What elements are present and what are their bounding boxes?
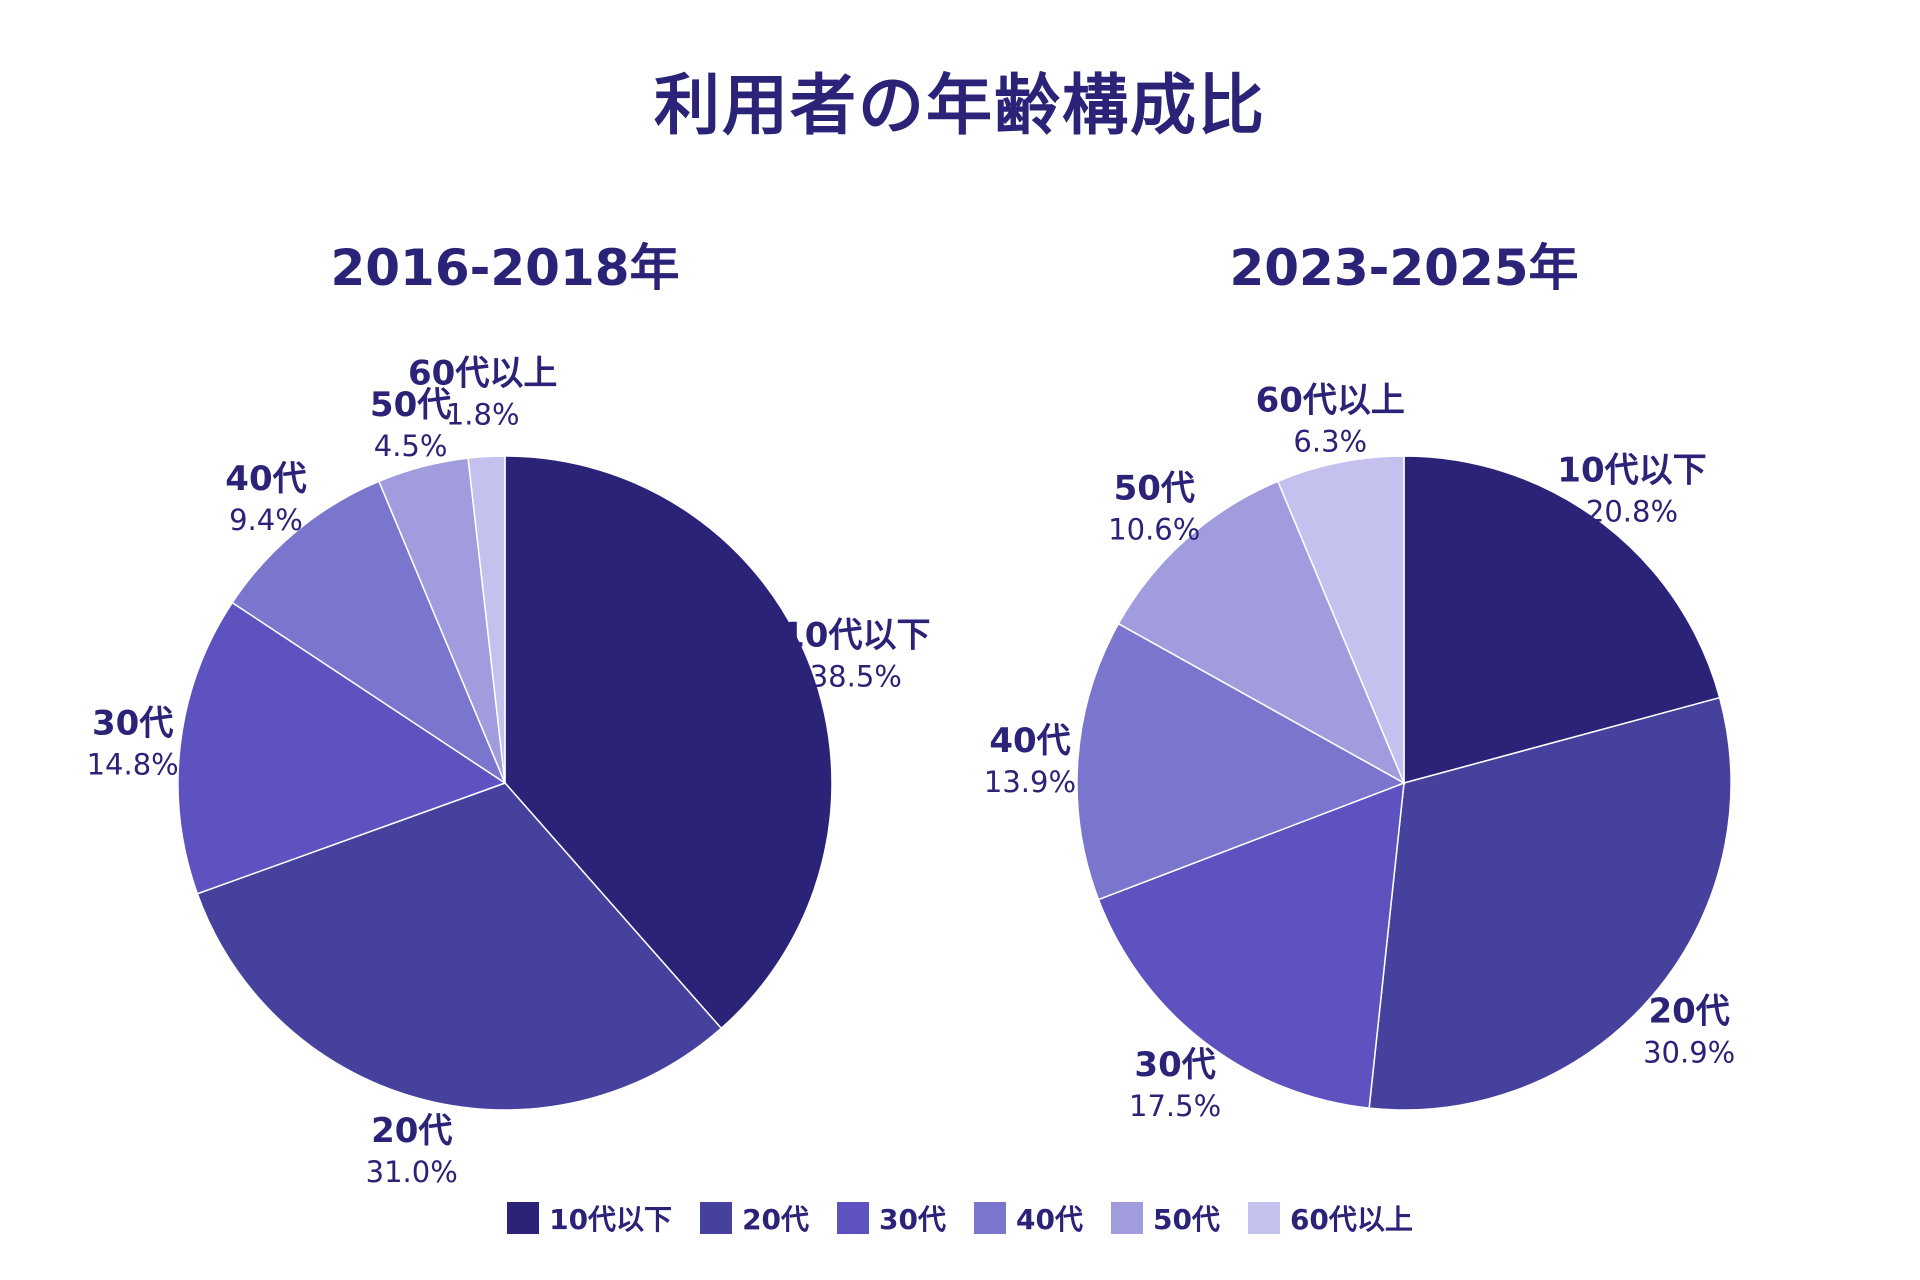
legend-swatch [974,1202,1006,1234]
slice-label: 60代以上 6.3% [1256,380,1405,458]
slice-value-label: 30.9% [1643,1036,1735,1070]
slice-category-label: 20代 [371,1111,452,1151]
pie-chart-1: 2016-2018年 10代以下 38.5% 20代 31.0% 30代 14.8% 40代 9… [87,239,931,1189]
legend: 10代以下 20代 30代 40代 50代 60代以上 [0,1198,1920,1238]
slice-value-label: 4.5% [374,429,448,463]
pie-slice [1097,781,1405,1109]
slice-value-label: 13.9% [984,765,1076,799]
pie-chart-2: 2023-2025年 10代以下 20.8% 20代 30.9% 30代 17.5% 40代 1… [984,239,1735,1123]
slice-category-label: 20代 [1648,992,1729,1032]
legend-swatch [1247,1202,1280,1234]
slice-label: 40代 13.9% [984,721,1076,799]
slice-value-label: 1.8% [446,398,520,432]
slice-category-label: 30代 [1134,1045,1215,1085]
slice-value-label: 31.0% [366,1155,458,1189]
slice-label: 30代 14.8% [87,703,179,781]
slice-category-label: 10代以下 [1557,450,1706,490]
slice-category-label: 10代以下 [781,615,930,655]
slice-value-label: 17.5% [1129,1089,1221,1123]
pie-slice [1117,480,1406,785]
slice-category-label: 50代 [1114,468,1195,508]
slice-category-label: 30代 [92,703,173,743]
slice-label: 10代以下 20.8% [1557,450,1706,528]
slice-value-label: 38.5% [810,659,902,693]
legend-label: 60代以上 [1289,1203,1413,1236]
legend-item: 40代 [974,1198,1083,1238]
pie-slice [196,782,723,1111]
pie-slice [1368,696,1732,1111]
slice-category-label: 60代以上 [1256,380,1405,420]
pie-slice [1403,455,1721,784]
slice-value-label: 9.4% [229,503,303,537]
slice-category-label: 50代 [370,385,451,425]
legend-item: 10代以下 [507,1198,672,1238]
legend-item: 50代 [1110,1198,1220,1238]
pie-slice [467,455,506,784]
slice-label: 30代 17.5% [1129,1045,1221,1123]
chart-title: 2023-2025年 [1229,239,1578,297]
slice-label: 10代以下 38.5% [781,615,930,693]
legend-swatch [1110,1202,1143,1234]
pie-slice [1076,622,1406,901]
legend-item: 60代以上 [1247,1198,1413,1238]
chart-title: 2016-2018年 [330,239,679,297]
legend-item: 20代 [700,1198,809,1238]
legend-label: 10代以下 [549,1203,673,1236]
slice-value-label: 6.3% [1293,424,1367,458]
slice-label: 50代 4.5% [370,385,451,463]
legend-item: 30代 [837,1198,946,1238]
legend-swatch [700,1202,733,1234]
slice-label: 50代 10.6% [1108,468,1200,546]
slice-label: 60代以上 1.8% [408,354,557,432]
slice-label: 20代 31.0% [366,1111,458,1189]
legend-label: 40代 [1016,1203,1083,1236]
pie-slice [231,480,507,785]
legend-swatch [507,1202,540,1234]
slice-category-label: 40代 [225,459,306,499]
slice-label: 40代 9.4% [225,459,306,537]
legend-label: 20代 [742,1203,810,1236]
slice-value-label: 14.8% [87,747,179,781]
pie-slice [504,455,833,1030]
slice-category-label: 60代以上 [408,354,557,394]
slice-value-label: 10.6% [1108,512,1200,546]
slice-value-label: 20.8% [1586,494,1678,528]
pie-slice [1276,455,1405,784]
page-title: 利用者の年齢構成比 [654,67,1266,144]
legend-swatch [837,1202,870,1234]
slice-label: 20代 30.9% [1643,992,1735,1070]
pie-slice [177,601,507,895]
slice-category-label: 40代 [989,721,1070,761]
legend-label: 30代 [879,1203,946,1236]
legend-label: 50代 [1152,1203,1220,1236]
